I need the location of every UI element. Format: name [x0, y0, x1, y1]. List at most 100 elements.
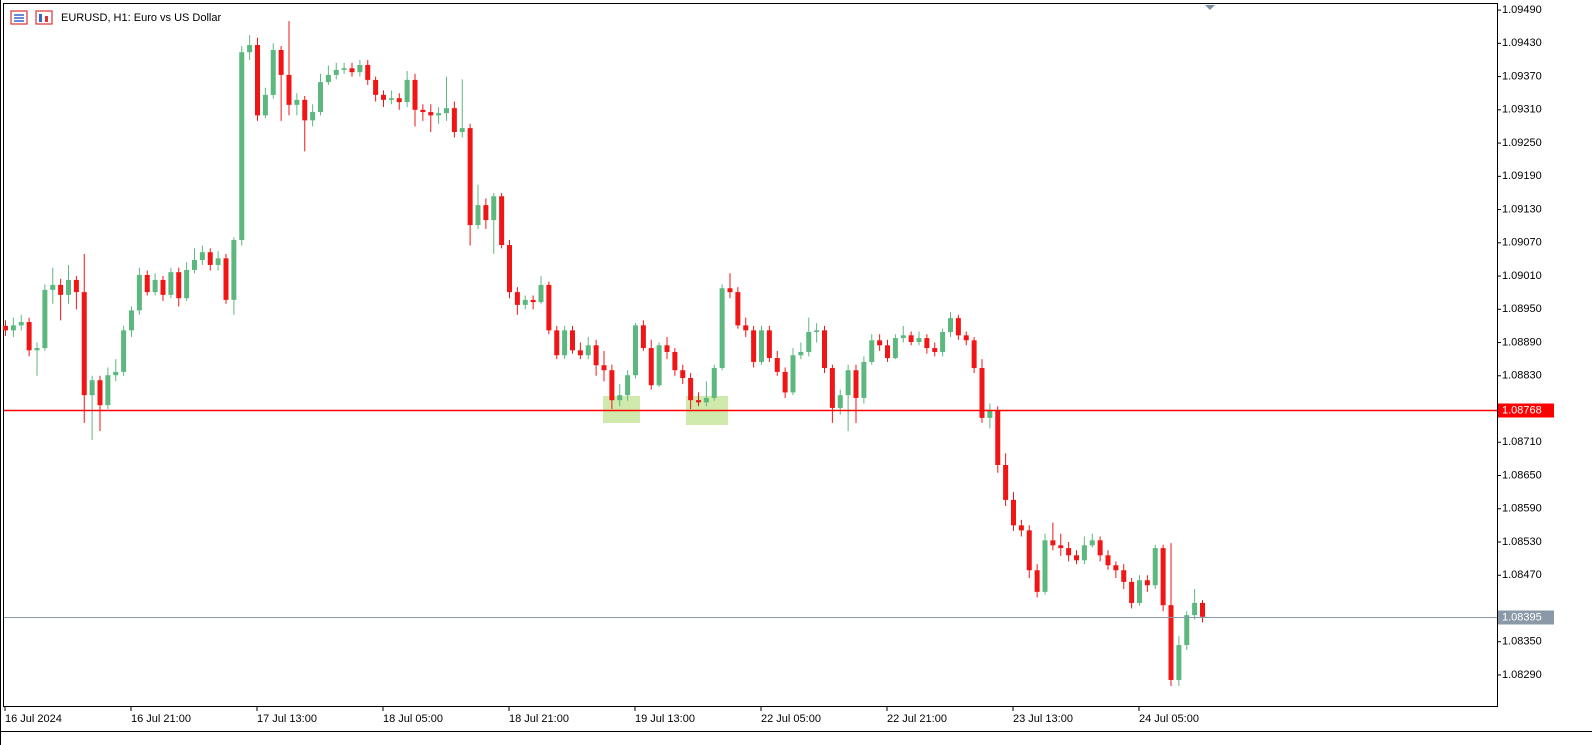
y-tick-label: 1.08530 [1502, 536, 1542, 548]
x-tick-label: 16 Jul 2024 [5, 713, 62, 725]
candle-body [207, 252, 213, 265]
candle-body [1018, 525, 1024, 531]
candle-body [1026, 530, 1032, 571]
candle-body [1074, 555, 1079, 561]
candle-body [286, 74, 292, 105]
candle-body [318, 82, 323, 113]
candle-body [97, 380, 103, 406]
candle-body [688, 377, 694, 401]
candle-body [349, 68, 355, 73]
candle-body [892, 338, 898, 359]
candle-body [1168, 605, 1174, 680]
candle-body [451, 108, 457, 132]
candle-body [357, 64, 363, 73]
y-tick-label: 1.09010 [1502, 270, 1542, 282]
candle-body [3, 325, 8, 331]
x-tick-label: 18 Jul 21:00 [509, 713, 569, 725]
candle-body [333, 69, 339, 75]
candle-body [570, 330, 575, 351]
candle-body [916, 338, 922, 342]
candle-body [215, 258, 221, 265]
candle-body [113, 371, 119, 376]
candle-body [719, 288, 725, 369]
candle-body [310, 112, 316, 121]
candle-body [640, 325, 646, 349]
candle-body [593, 345, 599, 366]
candle-body [278, 49, 284, 75]
candle-body [89, 380, 95, 396]
candle-body [1152, 548, 1158, 586]
candle-body [538, 284, 544, 303]
y-tick-label: 1.09250 [1502, 137, 1542, 149]
y-tick-label: 1.09490 [1502, 4, 1542, 16]
candle-body [633, 325, 638, 376]
candle-body [680, 370, 686, 378]
candle-body [845, 370, 851, 396]
candle-body [522, 299, 528, 305]
candle-body [1066, 548, 1072, 556]
candle-body [81, 292, 87, 396]
candle-body [617, 395, 623, 401]
candle-body [735, 292, 741, 326]
candle-body [341, 68, 347, 70]
candle-body [963, 335, 969, 341]
candle-body [26, 322, 32, 351]
candle-body [853, 370, 859, 398]
y-tick-label: 1.08830 [1502, 370, 1542, 382]
candle-body [1160, 548, 1166, 606]
candle-body [987, 410, 993, 418]
y-tick-label: 1.08650 [1502, 469, 1542, 481]
candle-body [900, 335, 906, 339]
candle-body [837, 395, 843, 408]
y-tick-label: 1.08470 [1502, 569, 1542, 581]
candle-body [373, 79, 379, 95]
candle-body [766, 330, 772, 359]
candle-body [1042, 540, 1048, 592]
candle-body [475, 205, 481, 226]
candle-body [711, 368, 717, 398]
candle-body [247, 45, 253, 53]
candle-body [1058, 545, 1064, 549]
candle-body [388, 98, 394, 100]
candle-body [262, 94, 268, 116]
candle-body [420, 109, 426, 113]
candle-body [50, 284, 56, 290]
price-label: 1.08768 [1502, 404, 1542, 416]
candle-body [412, 79, 418, 110]
candle-body [223, 258, 229, 300]
candle-body [34, 348, 40, 351]
candle-body [176, 272, 182, 299]
candle-body [239, 52, 245, 241]
x-tick-label: 24 Jul 05:00 [1139, 713, 1199, 725]
candle-body [829, 368, 835, 408]
candle-body [1113, 565, 1119, 571]
candle-body [798, 351, 804, 356]
candle-body [869, 340, 875, 362]
candle-body [1105, 555, 1111, 566]
candle-body [1200, 602, 1205, 617]
candles [3, 21, 1205, 687]
candle-body [703, 397, 709, 403]
candle-body [861, 361, 867, 398]
candle-body [577, 350, 583, 356]
price-label-box [1498, 610, 1554, 625]
candle-body [444, 108, 449, 114]
y-tick-label: 1.09190 [1502, 170, 1542, 182]
candle-body [1089, 540, 1095, 546]
candle-body [325, 74, 331, 83]
chart-title: EURUSD, H1: Euro vs US Dollar [61, 12, 221, 24]
price-label: 1.08395 [1502, 611, 1542, 623]
candle-body [459, 128, 465, 132]
candle-body [121, 330, 127, 372]
candle-body [948, 318, 953, 333]
candle-body [601, 365, 607, 371]
y-tick-label: 1.08950 [1502, 303, 1542, 315]
x-tick-label: 23 Jul 13:00 [1013, 713, 1073, 725]
candle-body [42, 289, 48, 349]
x-tick-label: 22 Jul 21:00 [887, 713, 947, 725]
candle-body [774, 358, 780, 372]
candle-body [404, 79, 410, 103]
candle-body [648, 348, 654, 386]
candle-body [672, 351, 678, 371]
candle-body [1184, 615, 1190, 646]
